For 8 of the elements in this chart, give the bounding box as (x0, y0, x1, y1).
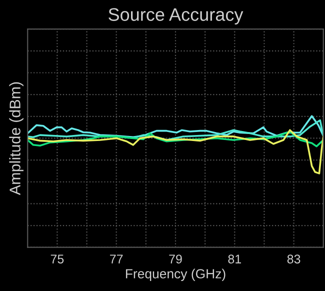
y-axis-title: Amplitude (dBm) (9, 82, 24, 196)
chart-title: Source Accuracy (108, 8, 244, 25)
x-axis-title: Frequency (GHz) (126, 268, 226, 282)
x-tick-label: 79 (169, 254, 182, 264)
x-tick-label: 83 (287, 254, 300, 264)
x-tick-label: 75 (50, 254, 64, 264)
x-tick-label: 77 (110, 254, 123, 264)
x-tick-label: 81 (228, 254, 241, 264)
